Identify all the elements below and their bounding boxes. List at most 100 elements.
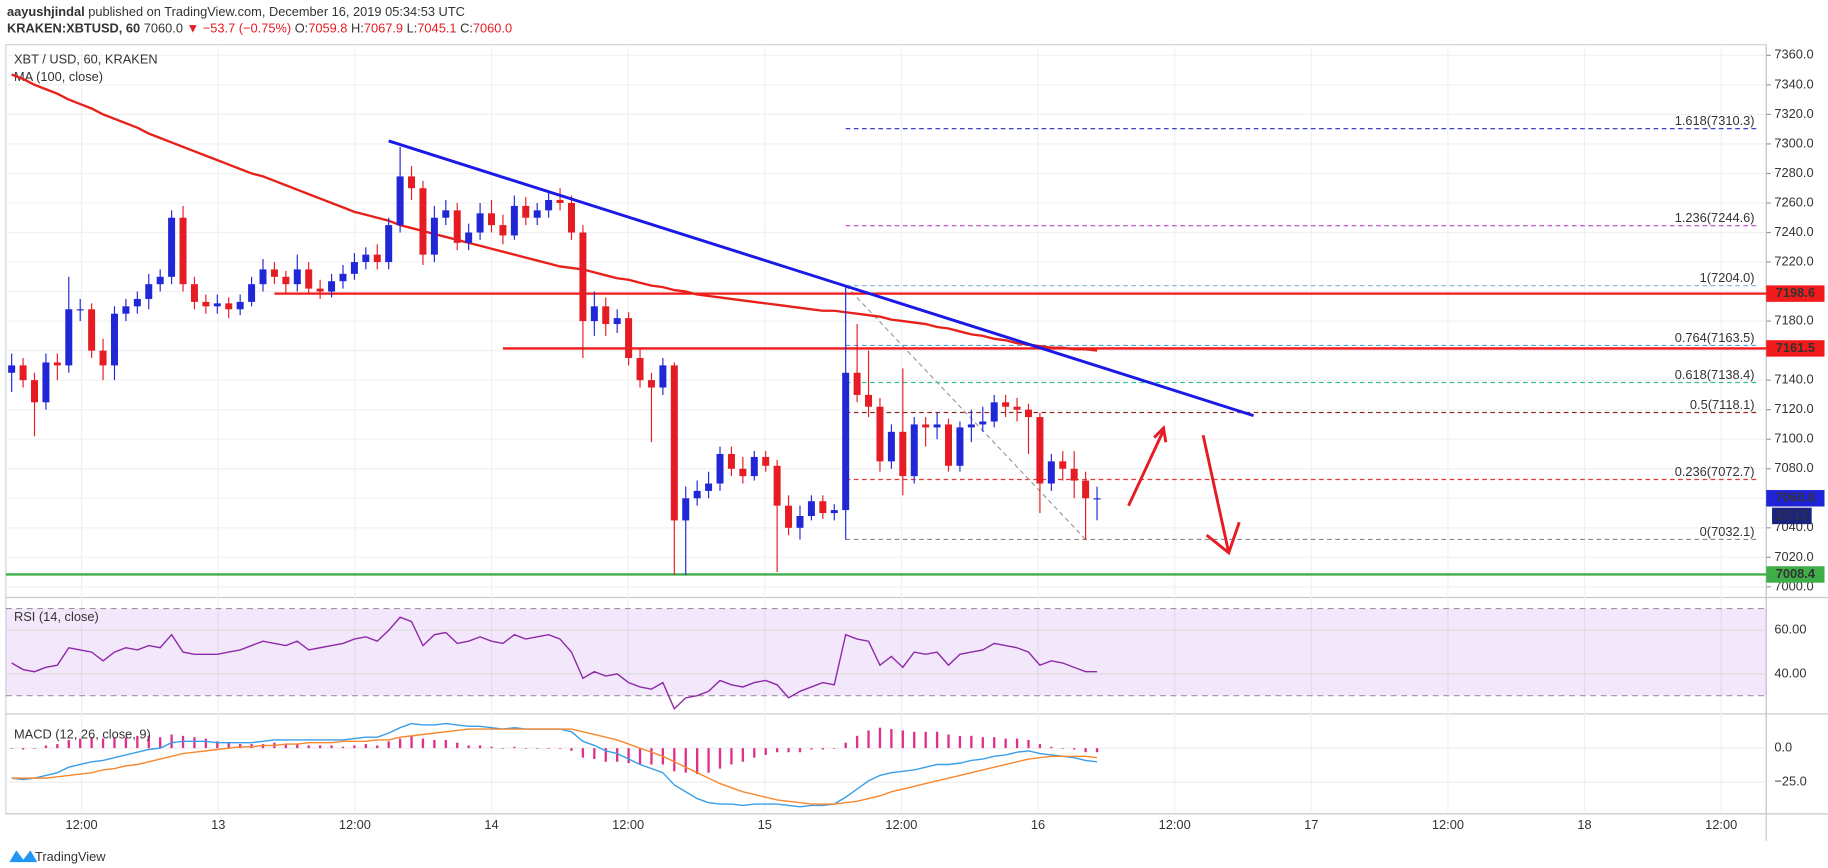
candle-body	[682, 498, 690, 521]
candle-body	[385, 225, 393, 263]
candle-body	[408, 176, 416, 189]
macd-hist-bar	[730, 748, 733, 765]
time-label: 13	[211, 817, 225, 832]
fib-label: 0.236(7072.7)	[1675, 464, 1755, 479]
c-label: C:	[460, 21, 473, 36]
candle-body	[1070, 468, 1078, 481]
fib-label: 0.764(7163.5)	[1675, 330, 1755, 345]
candle-body	[282, 276, 290, 285]
macd-hist-bar	[193, 737, 196, 749]
macd-hist-bar	[1027, 739, 1030, 749]
macd-hist-bar	[170, 734, 173, 749]
time-label: 12:00	[1432, 817, 1464, 832]
footer-brand: TradingView	[35, 849, 106, 864]
candle-body	[545, 200, 553, 211]
candle-body	[65, 309, 73, 366]
y-tick-label: 7140.0	[1774, 372, 1813, 387]
candle-body	[853, 372, 861, 395]
candle-body	[236, 301, 244, 310]
macd-hist-bar	[673, 748, 676, 772]
candle-body	[316, 288, 324, 292]
candle-body	[567, 202, 575, 233]
candle-body	[922, 424, 930, 428]
macd-hist-bar	[821, 748, 824, 750]
macd-hist-bar	[970, 735, 973, 749]
fib-label: 1.618(7310.3)	[1675, 113, 1755, 128]
macd-hist-bar	[284, 744, 288, 749]
candle-body	[88, 309, 96, 351]
author: aayushjindal	[7, 4, 85, 19]
macd-hist-bar	[101, 738, 105, 749]
candle-body	[807, 501, 815, 516]
macd-hist-bar	[1038, 744, 1042, 749]
macd-hist-bar	[958, 735, 962, 749]
macd-hist-bar	[547, 748, 550, 749]
candle-body	[739, 468, 747, 477]
macd-hist-bar	[433, 739, 436, 749]
rsi-tick-label: 60.00	[1774, 622, 1806, 637]
macd-hist-bar	[490, 746, 493, 749]
macd-hist-bar	[1073, 748, 1076, 750]
time-label: 16	[1031, 817, 1045, 832]
c-value: 7060.0	[473, 21, 512, 36]
macd-hist-bar	[627, 748, 630, 764]
macd-hist-bar	[21, 748, 25, 750]
macd-hist-bar	[890, 729, 893, 749]
rsi-band	[5, 608, 1767, 696]
candle-body	[1082, 480, 1090, 499]
y-tick-label: 7120.0	[1774, 401, 1813, 416]
candle-body	[305, 269, 313, 289]
macd-hist-bar	[1084, 748, 1087, 753]
macd-hist-bar	[1015, 738, 1019, 749]
plot-layer: 12:00 13 12:00 14 12:00 15 12:00 16 12:00 17 12:00…	[5, 47, 1825, 832]
candle-body	[750, 456, 758, 477]
candle-body	[339, 273, 347, 282]
y-tick-label: 7360.0	[1774, 47, 1813, 62]
y-tick-label: 7340.0	[1774, 76, 1813, 91]
candle-body	[933, 424, 941, 428]
candle-body	[842, 372, 850, 511]
macd-hist-bar	[67, 739, 70, 749]
candle-body	[556, 200, 564, 203]
ma-line	[11, 73, 1098, 352]
macd-hist-bar	[833, 748, 836, 749]
macd-hist-bar	[387, 741, 390, 749]
macd-hist-bar	[901, 730, 904, 749]
macd-hist-bar	[844, 742, 847, 749]
macd-hist-bar	[353, 745, 356, 749]
time-label: 17	[1304, 817, 1318, 832]
candle-body	[659, 365, 667, 388]
candle-body	[796, 515, 804, 528]
time-label: 12:00	[66, 817, 98, 832]
h-label: H:	[351, 21, 364, 36]
macd-hist-bar	[1061, 748, 1064, 749]
candle-body	[590, 306, 598, 322]
candle-body	[899, 431, 907, 477]
macd-hist-bar	[798, 748, 802, 753]
macd-hist-bar	[993, 737, 996, 749]
macd-hist-bar	[741, 748, 745, 762]
candle-body	[76, 309, 84, 311]
candle-body	[579, 232, 587, 322]
candle-body	[625, 318, 633, 359]
macd-hist-bar	[79, 738, 82, 749]
macd-hist-bar	[810, 748, 813, 750]
macd-hist-bar	[775, 748, 779, 753]
rsi-line	[11, 616, 1098, 710]
macd-hist-bar	[44, 745, 48, 749]
candle-body	[328, 281, 336, 292]
fib-label: 1(7204.0)	[1700, 270, 1755, 285]
ma-label: MA (100, close)	[14, 69, 103, 84]
candle-body	[693, 490, 701, 499]
candle-body	[727, 453, 735, 469]
change: ▼ −53.7 (−0.75%)	[187, 21, 292, 36]
time-label: 12:00	[885, 817, 917, 832]
macd-tick-label: −25.0	[1774, 774, 1806, 789]
y-tick-label: 7320.0	[1774, 106, 1813, 121]
candle-body	[785, 505, 793, 528]
candle-body	[1024, 409, 1032, 418]
macd-hist-bar	[570, 748, 573, 751]
time-label: 14	[484, 817, 498, 832]
macd-hist-bar	[638, 748, 642, 765]
candle-body	[248, 284, 256, 302]
